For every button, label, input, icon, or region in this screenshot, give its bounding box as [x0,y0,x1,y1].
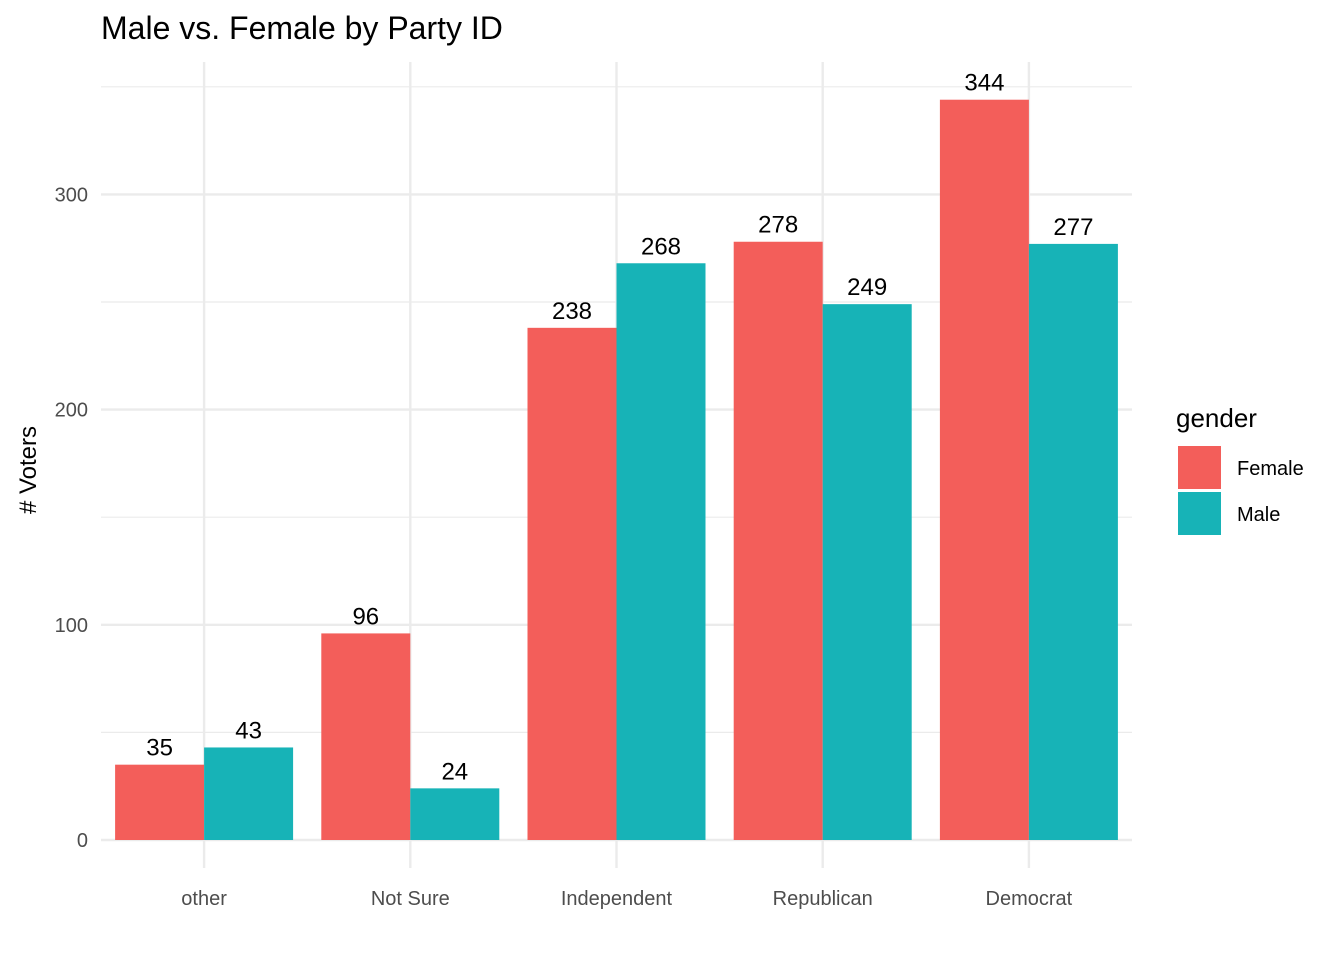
legend-title: gender [1176,403,1257,433]
legend-key-female [1178,446,1221,489]
y-axis-label: # Voters [15,426,42,514]
bar-female-democrat [939,99,1029,841]
y-tick-label: 200 [55,400,88,422]
bar-male-democrat [1028,243,1118,840]
x-tick-label: Independent [561,888,673,910]
y-tick-label: 100 [55,615,88,637]
legend-key-male [1178,492,1221,535]
data-label: 268 [641,233,681,260]
bar-male-republican [822,304,912,841]
y-tick-label: 300 [55,184,88,206]
bar-female-independent [527,327,617,841]
data-label: 249 [847,274,887,301]
bar-male-other [204,747,294,840]
bar-female-other [115,764,205,840]
data-label: 96 [352,603,379,630]
x-axis-ticks: other Not Sure Independent Republican Democr… [181,888,1072,910]
data-label: 238 [552,298,592,325]
x-tick-label: Republican [773,888,873,910]
x-tick-label: Democrat [986,888,1073,910]
bar-female-republican [733,241,823,840]
bars [115,99,1118,841]
data-label: 344 [964,70,1004,97]
legend-label-female: Female [1237,458,1304,480]
x-tick-label: other [181,888,227,910]
data-label: 278 [758,212,798,239]
data-label: 43 [235,717,262,744]
data-label: 24 [441,758,468,785]
bar-female-not-sure [321,633,411,840]
legend-label-male: Male [1237,504,1280,526]
data-label: 35 [146,735,173,762]
data-labels: 35 43 96 24 238 268 278 249 344 277 [146,70,1093,786]
bar-male-not-sure [410,788,500,840]
chart-title: Male vs. Female by Party ID [101,10,503,46]
x-tick-label: Not Sure [371,888,450,910]
legend: gender Female Male [1176,403,1304,535]
data-label: 277 [1053,214,1093,241]
y-tick-label: 0 [77,830,88,852]
bar-male-independent [616,263,706,840]
y-axis-ticks: 0 100 200 300 [55,184,88,852]
